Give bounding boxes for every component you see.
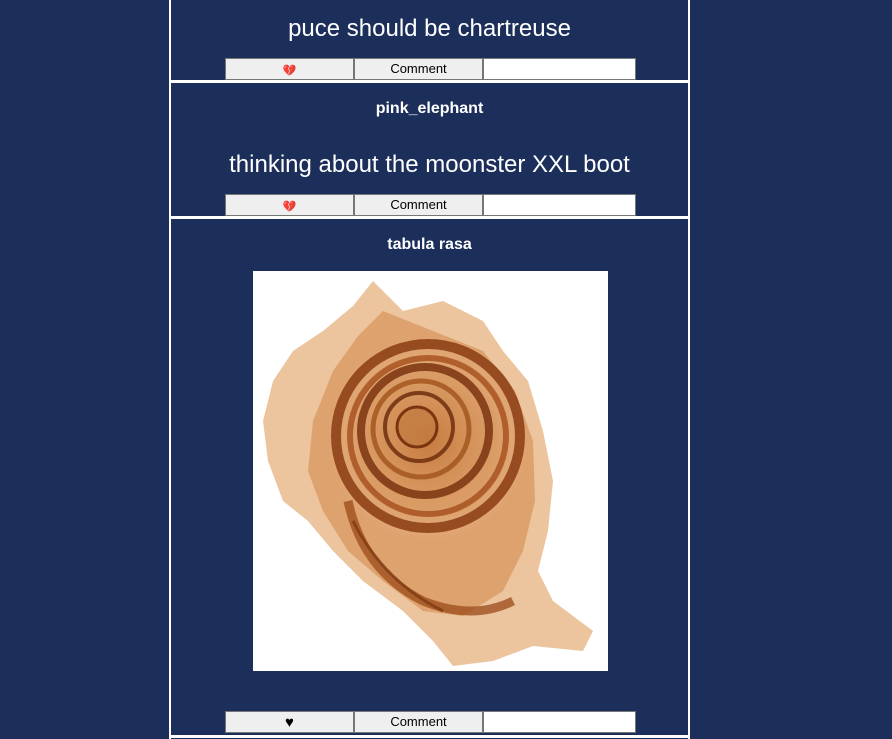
comment-button[interactable]: Comment bbox=[354, 58, 483, 80]
post-feed: puce should be chartreuse 💔 Comment pink… bbox=[169, 0, 690, 739]
post-actions: 💔 Comment bbox=[225, 194, 636, 216]
post: puce should be chartreuse 💔 Comment bbox=[171, 0, 688, 83]
post-text: puce should be chartreuse bbox=[288, 15, 571, 42]
post-image bbox=[253, 271, 608, 671]
post-text: thinking about the moonster XXL boot bbox=[229, 151, 630, 178]
comment-input[interactable] bbox=[483, 711, 636, 733]
post: pink_elephant thinking about the moonste… bbox=[171, 83, 688, 219]
comment-input[interactable] bbox=[483, 58, 636, 80]
comment-input[interactable] bbox=[483, 194, 636, 216]
post: tabula rasa bbox=[171, 219, 688, 738]
comment-button[interactable]: Comment bbox=[354, 194, 483, 216]
like-button[interactable]: 💔 bbox=[225, 58, 354, 80]
post-actions: ♥ Comment bbox=[225, 711, 636, 733]
spiral-fossil-photo bbox=[263, 281, 593, 666]
post-author: pink_elephant bbox=[375, 100, 484, 117]
heart-icon: ♥ bbox=[285, 714, 294, 731]
like-button[interactable]: 💔 bbox=[225, 194, 354, 216]
like-button[interactable]: ♥ bbox=[225, 711, 354, 733]
broken-heart-icon: 💔 bbox=[282, 201, 297, 213]
comment-button[interactable]: Comment bbox=[354, 711, 483, 733]
post-actions: 💔 Comment bbox=[225, 58, 636, 80]
broken-heart-icon: 💔 bbox=[282, 65, 297, 77]
post-author: tabula rasa bbox=[387, 236, 472, 253]
